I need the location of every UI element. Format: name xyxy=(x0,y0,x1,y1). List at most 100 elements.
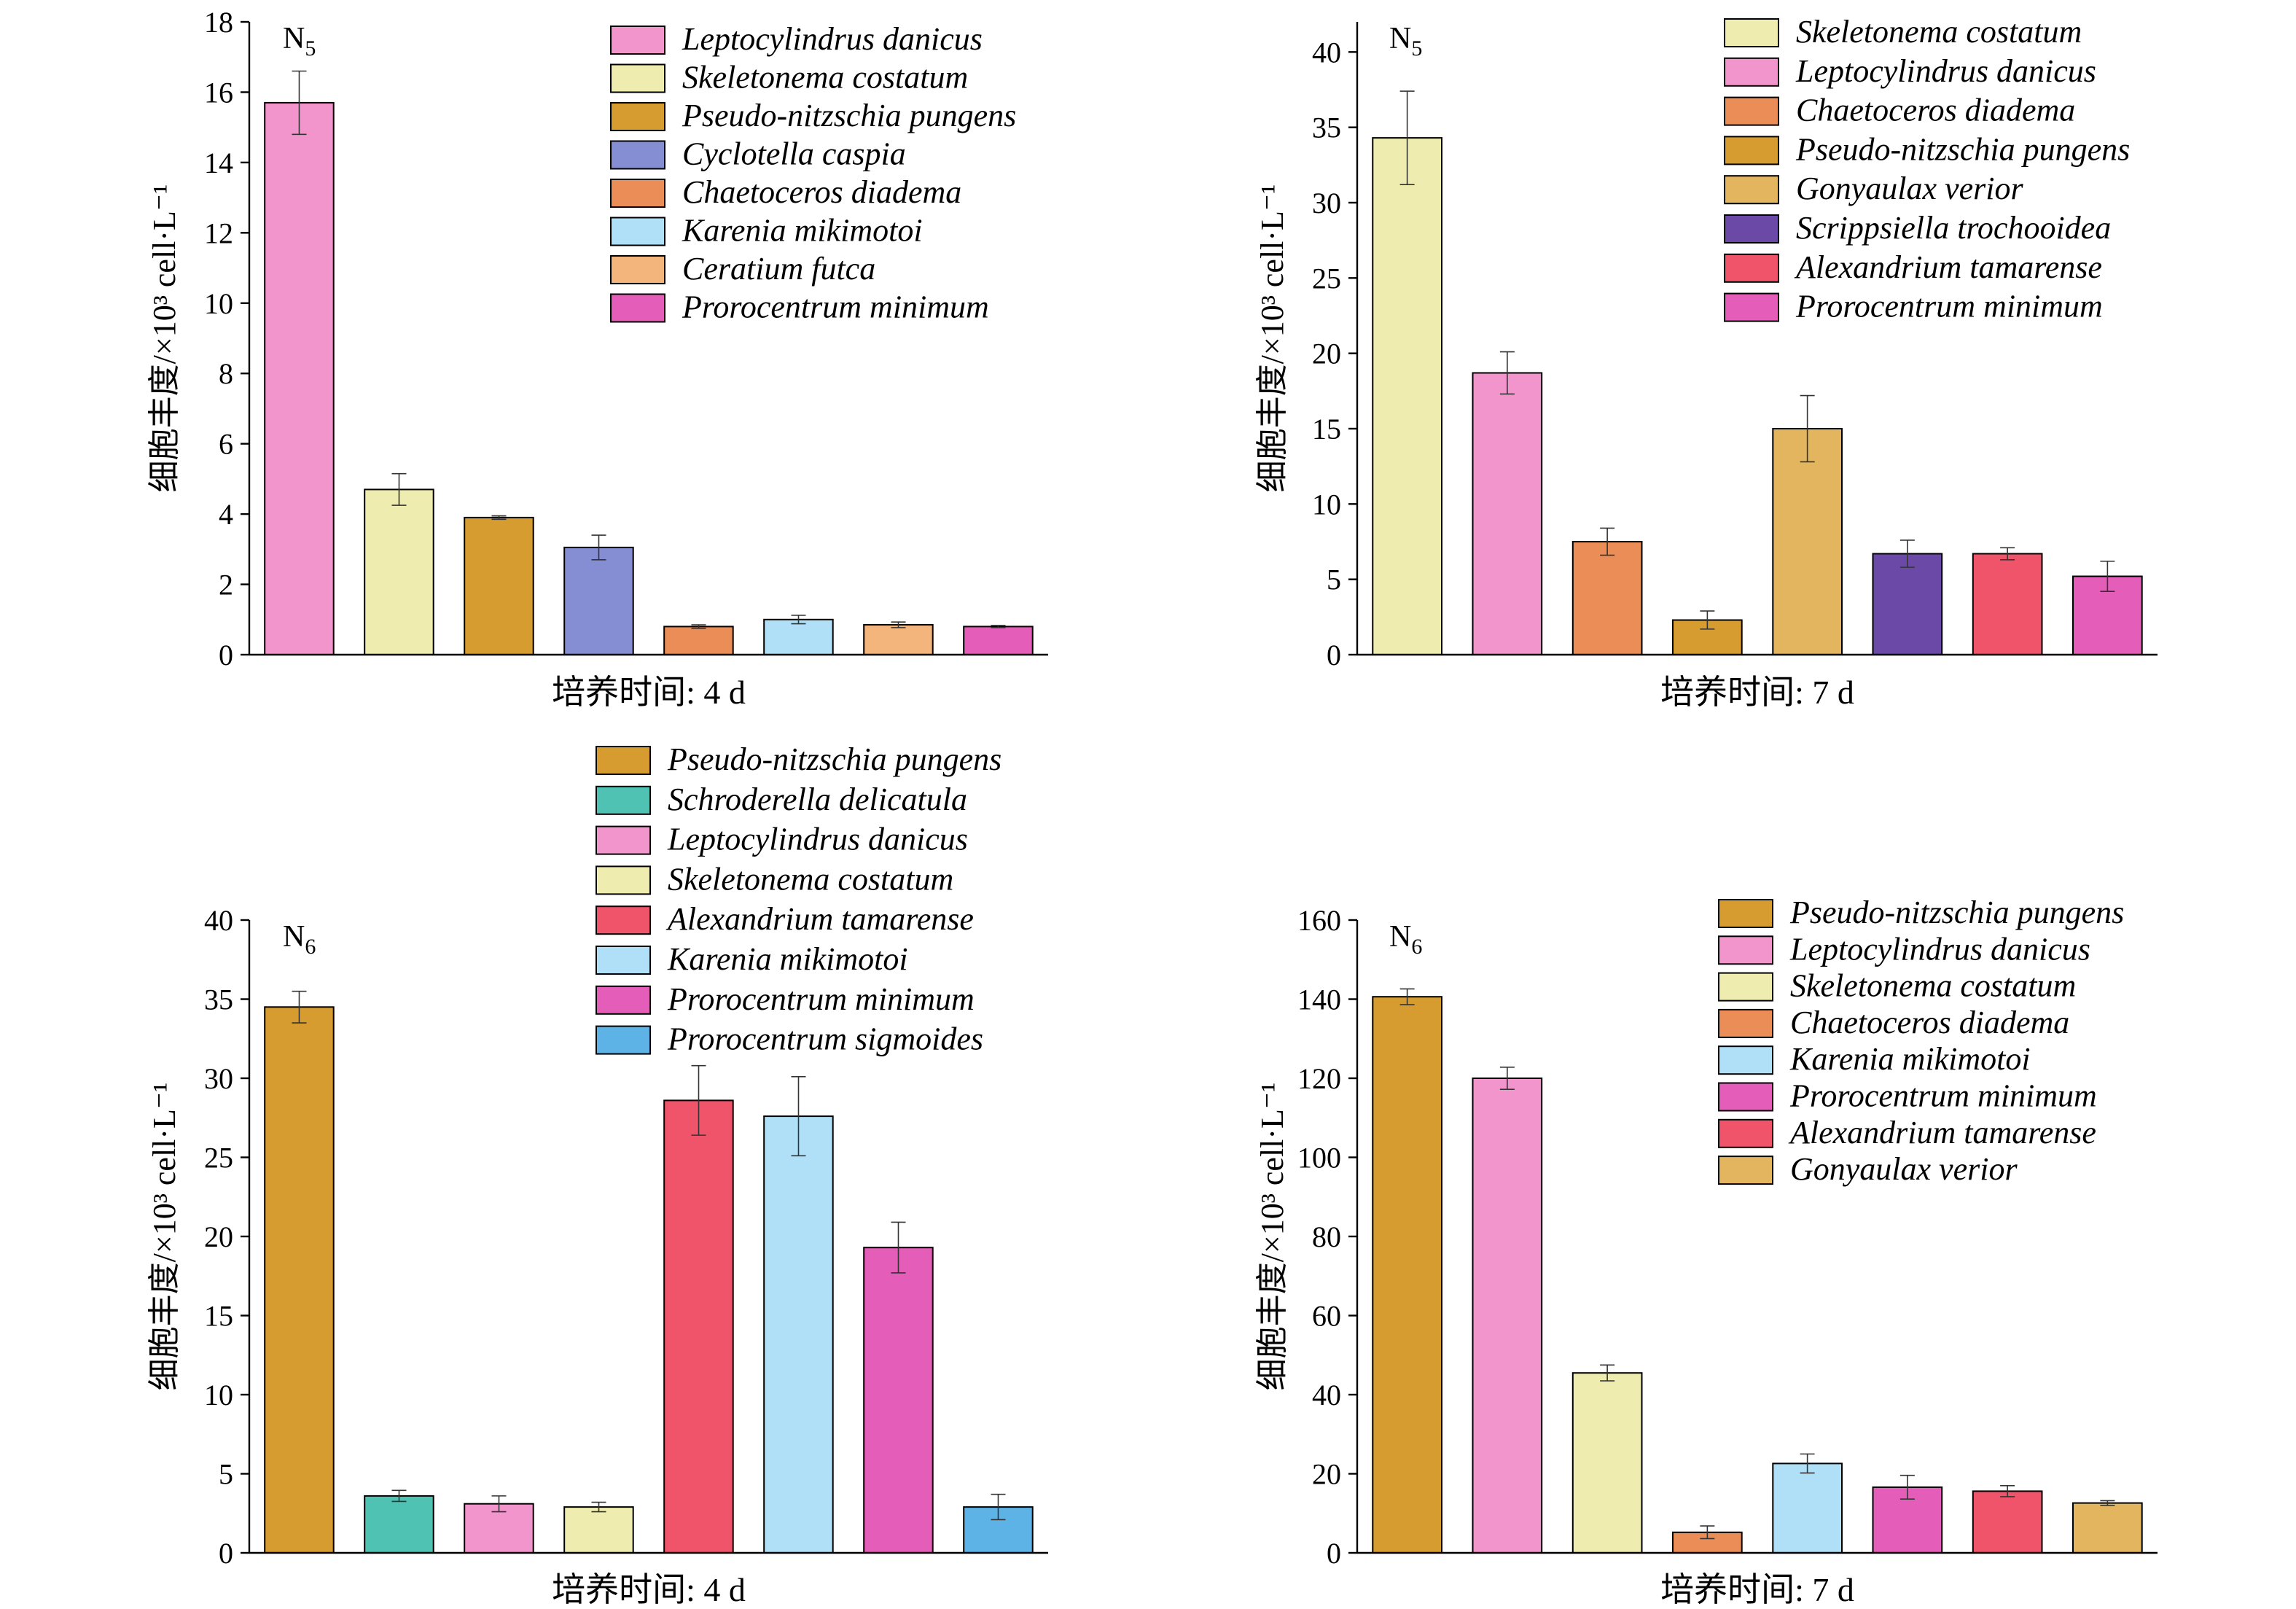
y-tick-label: 0 xyxy=(1327,639,1341,671)
legend-swatch xyxy=(1718,899,1773,928)
legend-label: Leptocylindrus danicus xyxy=(682,21,983,57)
legend-swatch xyxy=(610,140,665,170)
y-tick-label: 10 xyxy=(1312,488,1341,521)
y-tick-label: 8 xyxy=(219,357,233,390)
legend-label: Chaetoceros diadema xyxy=(1796,93,2075,128)
y-tick-label: 120 xyxy=(1297,1062,1341,1095)
legend-item: Karenia mikimotoi xyxy=(596,941,908,977)
legend-label: Skeletonema costatum xyxy=(1790,968,2076,1004)
error-bar xyxy=(1700,610,1715,630)
legend-swatch xyxy=(1724,292,1779,322)
legend-swatch xyxy=(1724,253,1779,283)
legend-item: Prorocentrum minimum xyxy=(596,981,975,1017)
y-tick-label: 10 xyxy=(204,287,233,320)
y-tick-label: 35 xyxy=(204,983,233,1016)
panel-tag: N6 xyxy=(1389,920,1422,959)
legend-label: Prorocentrum sigmoides xyxy=(667,1021,983,1057)
y-tick-label: 100 xyxy=(1297,1142,1341,1174)
legend-label: Leptocylindrus danicus xyxy=(1789,931,2090,967)
legend-swatch xyxy=(610,255,665,284)
legend-item: Ceratium futca xyxy=(610,251,875,287)
bar xyxy=(364,488,434,656)
legend-label: Schroderella delicatula xyxy=(668,782,967,817)
legend-label: Chaetoceros diadema xyxy=(1790,1005,2069,1040)
bar xyxy=(763,618,834,655)
bar xyxy=(1472,1078,1543,1554)
legend-label: Scrippsiella trochooidea xyxy=(1796,210,2111,246)
legend-swatch xyxy=(596,985,651,1015)
legend-swatch xyxy=(596,1025,651,1055)
panel-tag-letter: N xyxy=(1389,920,1411,954)
y-tick-label: 60 xyxy=(1312,1300,1341,1333)
y-tick-label: 40 xyxy=(1312,1379,1341,1411)
bar xyxy=(763,1115,834,1554)
error-bar xyxy=(2100,1500,2115,1506)
panel-tag-letter: N xyxy=(283,920,305,954)
y-tick-label: 5 xyxy=(219,1458,233,1491)
legend-item: Prorocentrum minimum xyxy=(1718,1078,2097,1114)
y-tick-label: 15 xyxy=(1312,413,1341,445)
legend-swatch xyxy=(610,102,665,131)
bar xyxy=(364,1495,434,1554)
y-tick-label: 15 xyxy=(204,1300,233,1333)
y-tick-label: 20 xyxy=(1312,1458,1341,1491)
bar xyxy=(264,101,335,655)
legend-item: Karenia mikimotoi xyxy=(610,213,923,249)
y-tick-label: 5 xyxy=(1327,564,1341,596)
error-bar xyxy=(1800,394,1815,463)
error-bar xyxy=(391,472,407,506)
legend-item: Alexandrium tamarense xyxy=(1718,1115,2096,1150)
bar xyxy=(963,626,1034,656)
y-tick-label: 25 xyxy=(1312,262,1341,295)
legend-item: Skeletonema costatum xyxy=(610,60,968,96)
error-bar xyxy=(1899,539,1915,568)
bar xyxy=(863,624,934,655)
legend-item: Scrippsiella trochooidea xyxy=(1724,210,2111,246)
y-tick-label: 14 xyxy=(204,147,233,179)
error-bar xyxy=(791,615,806,625)
error-bar xyxy=(691,624,706,629)
legend-label: Prorocentrum minimum xyxy=(1789,1078,2097,1114)
panel-tag: N5 xyxy=(283,22,316,61)
legend-label: Alexandrium tamarense xyxy=(1794,249,2102,285)
bar xyxy=(464,516,534,656)
error-bar xyxy=(1399,90,1415,185)
error-bar xyxy=(2000,547,2015,561)
error-bar xyxy=(292,70,307,136)
legend-item: Skeletonema costatum xyxy=(1724,14,2082,50)
bar xyxy=(563,546,634,656)
legend-label: Leptocylindrus danicus xyxy=(1795,53,2096,89)
error-bar xyxy=(1499,1067,1515,1090)
legend-item: Chaetoceros diadema xyxy=(610,174,961,210)
y-tick-label: 16 xyxy=(204,76,233,109)
legend-label: Pseudo-nitzschia pungens xyxy=(667,741,1001,777)
error-bar xyxy=(591,534,606,561)
panel-tag-subscript: 6 xyxy=(305,935,316,959)
legend-swatch xyxy=(596,865,651,895)
legend-item: Karenia mikimotoi xyxy=(1718,1041,2031,1077)
y-tick-label: 25 xyxy=(204,1142,233,1174)
legend-swatch xyxy=(596,785,651,815)
legend-swatch xyxy=(1718,1156,1773,1185)
error-bar xyxy=(292,990,307,1024)
y-tick-label: 40 xyxy=(1312,36,1341,69)
legend-item: Leptocylindrus danicus xyxy=(610,21,983,57)
legend-swatch xyxy=(610,26,665,55)
legend-item: Prorocentrum minimum xyxy=(1724,289,2103,324)
legend-label: Pseudo-nitzschia pungens xyxy=(1795,131,2130,167)
x-axis-title: 培养时间: 4 d xyxy=(552,674,746,711)
y-tick-label: 0 xyxy=(219,639,233,671)
legend-item: Chaetoceros diadema xyxy=(1724,93,2075,128)
legend-item: Leptocylindrus danicus xyxy=(1724,53,2096,89)
bar xyxy=(663,1099,734,1554)
chart-panel: 0 20 40 60 80 100 120 140 160 细胞丰度/×10³ cell·L⁻¹ 培… xyxy=(1254,895,2158,1608)
legend-swatch xyxy=(1718,1118,1773,1148)
bar xyxy=(1472,372,1543,655)
bar xyxy=(863,1247,934,1554)
error-bar xyxy=(1700,1525,1715,1540)
legend-swatch xyxy=(1724,57,1779,87)
legend-label: Gonyaulax verior xyxy=(1790,1151,2018,1187)
legend-swatch xyxy=(1718,1045,1773,1075)
